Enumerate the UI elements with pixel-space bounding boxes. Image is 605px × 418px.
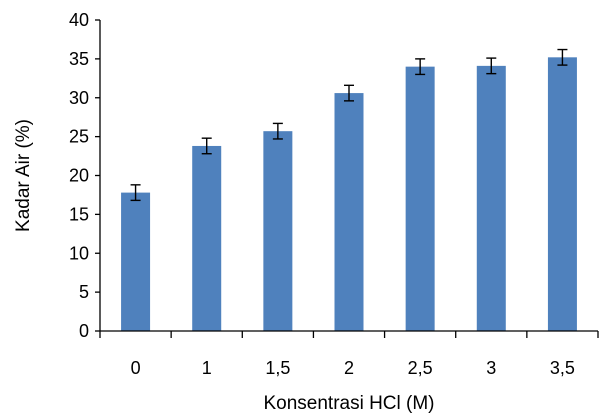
bar [476, 65, 506, 331]
bars-group [121, 57, 577, 332]
x-tick-label: 0 [131, 358, 141, 378]
y-tick-label: 15 [69, 204, 89, 224]
y-tick-label: 20 [69, 166, 89, 186]
x-tick-label: 2,5 [408, 358, 433, 378]
error-bars-group [130, 48, 568, 202]
y-tick-label: 35 [69, 49, 89, 69]
bar [192, 145, 222, 331]
y-tick-label: 30 [69, 88, 89, 108]
x-tick-label: 3 [486, 358, 496, 378]
bar [547, 57, 577, 331]
x-tick-label: 3,5 [550, 358, 575, 378]
y-tick-label: 0 [79, 321, 89, 341]
x-tick-label: 1 [202, 358, 212, 378]
bar [334, 93, 364, 332]
bar [405, 66, 435, 332]
x-tick-label: 1,5 [265, 358, 290, 378]
y-axis-title: Kadar Air (%) [13, 119, 34, 232]
x-tick-label: 2 [344, 358, 354, 378]
y-tick-label: 10 [69, 243, 89, 263]
y-tick-label: 25 [69, 127, 89, 147]
bar [121, 192, 151, 331]
x-axis-title: Konsentrasi HCl (M) [263, 393, 434, 414]
x-axis-ticks: 0 1 1,5 2 2,5 3 3,5 [99, 331, 599, 378]
y-tick-label: 40 [69, 10, 89, 30]
y-tick-label: 5 [79, 282, 89, 302]
y-axis-ticks: 0 5 10 15 20 25 30 35 40 [69, 10, 100, 341]
bar [263, 131, 293, 331]
